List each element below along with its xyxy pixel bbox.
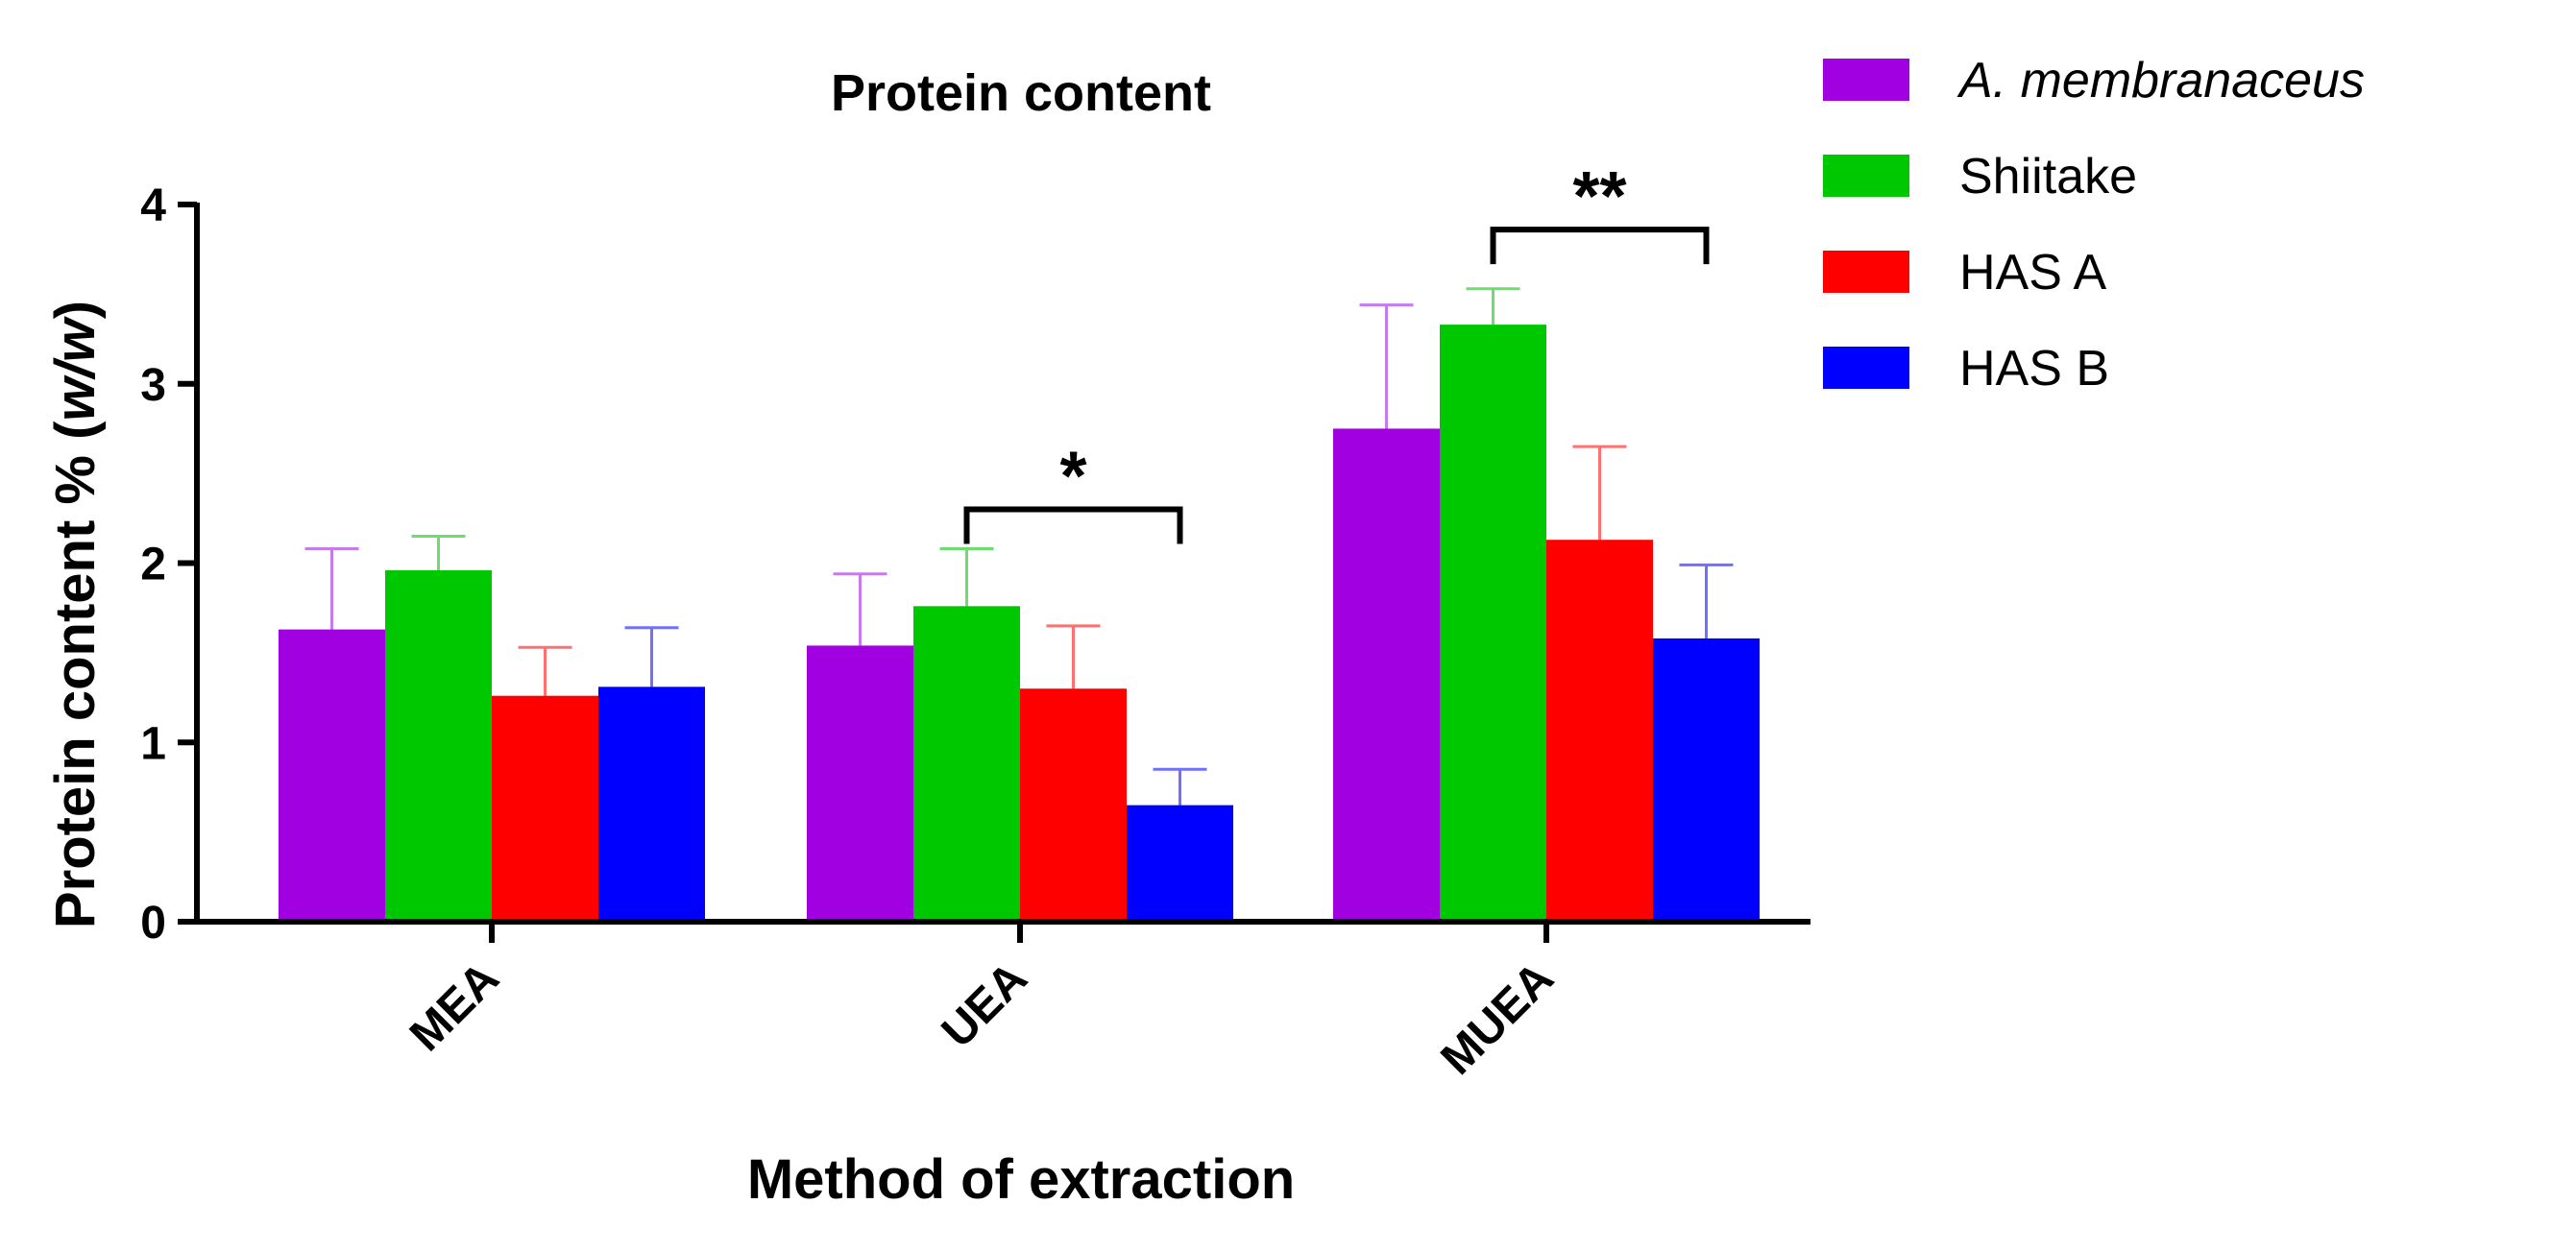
legend-swatch bbox=[1823, 347, 1909, 389]
y-tick-label: 2 bbox=[140, 540, 166, 590]
significance-label: * bbox=[1059, 438, 1086, 515]
bar bbox=[1127, 805, 1233, 922]
bar bbox=[1653, 638, 1760, 922]
legend-label: HAS B bbox=[1959, 341, 2109, 397]
y-axis-label: Protein content % (w/w) bbox=[44, 301, 107, 928]
legend-swatch bbox=[1823, 59, 1909, 101]
legend-label: A. membranaceus bbox=[1956, 53, 2365, 108]
x-tick-label: MEA bbox=[401, 952, 509, 1061]
significance-bracket bbox=[1490, 227, 1710, 265]
bar bbox=[1333, 428, 1440, 922]
bar bbox=[492, 695, 598, 922]
bar bbox=[807, 645, 913, 922]
legend-swatch bbox=[1823, 155, 1909, 197]
bar bbox=[913, 606, 1020, 922]
significance-bracket bbox=[963, 506, 1183, 544]
chart-title: Protein content bbox=[831, 64, 1211, 122]
legend-label: HAS A bbox=[1959, 245, 2106, 301]
legend: A. membranaceus Shiitake HAS A HAS B bbox=[1823, 53, 2365, 397]
x-axis-label: Method of extraction bbox=[747, 1148, 1295, 1211]
bar bbox=[1546, 540, 1653, 922]
y-tick-label: 1 bbox=[140, 718, 166, 769]
bar bbox=[1020, 688, 1127, 922]
x-tick-label: UEA bbox=[933, 952, 1037, 1057]
legend-swatch bbox=[1823, 251, 1909, 293]
y-tick-label: 3 bbox=[140, 360, 166, 411]
legend-label: Shiitake bbox=[1959, 149, 2137, 205]
significance-label: ** bbox=[1572, 158, 1626, 235]
y-axis-label-main: Protein content % ( bbox=[44, 421, 107, 928]
x-tick-label: MUEA bbox=[1431, 952, 1563, 1084]
y-axis-label-italic: w/w bbox=[44, 315, 107, 421]
y-tick-label: 4 bbox=[140, 181, 166, 231]
y-tick-label: 0 bbox=[140, 898, 166, 949]
bar bbox=[385, 569, 492, 922]
bar bbox=[598, 686, 705, 922]
bar bbox=[1440, 325, 1546, 922]
y-axis-label-end: ) bbox=[44, 301, 107, 319]
bar bbox=[279, 629, 385, 922]
